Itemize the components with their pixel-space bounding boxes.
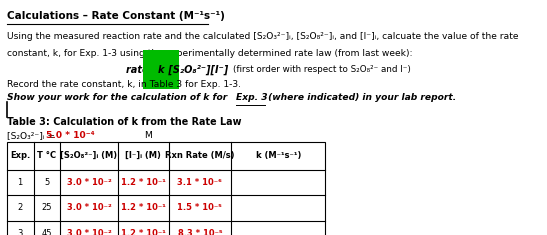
Text: 5.0 * 10⁻⁴: 5.0 * 10⁻⁴ <box>46 131 95 140</box>
Text: 45: 45 <box>42 229 52 235</box>
Text: (where indicated) in your lab report.: (where indicated) in your lab report. <box>265 93 457 102</box>
Text: 3.0 * 10⁻²: 3.0 * 10⁻² <box>67 178 112 187</box>
Text: 2: 2 <box>18 204 23 212</box>
Text: k (M⁻¹s⁻¹): k (M⁻¹s⁻¹) <box>255 151 301 160</box>
Text: [S₂O₈²⁻][I⁻]: [S₂O₈²⁻][I⁻] <box>165 65 228 75</box>
Text: constant, k, for Exp. 1-3 using the experimentally determined rate law (from las: constant, k, for Exp. 1-3 using the expe… <box>7 49 412 58</box>
Text: Show your work for the calculation of k for: Show your work for the calculation of k … <box>7 93 230 102</box>
Text: 1.2 * 10⁻¹: 1.2 * 10⁻¹ <box>121 178 166 187</box>
Text: 1.2 * 10⁻¹: 1.2 * 10⁻¹ <box>121 204 166 212</box>
Text: Calculations – Rate Constant (M⁻¹s⁻¹): Calculations – Rate Constant (M⁻¹s⁻¹) <box>7 11 224 21</box>
Text: 25: 25 <box>42 204 52 212</box>
Text: 3: 3 <box>18 229 23 235</box>
Text: Exp.: Exp. <box>10 151 30 160</box>
Text: Rxn Rate (M/s): Rxn Rate (M/s) <box>165 151 235 160</box>
Text: [I⁻]ᵢ (M): [I⁻]ᵢ (M) <box>125 151 161 160</box>
Text: 5: 5 <box>44 178 49 187</box>
Text: 3.1 * 10⁻⁶: 3.1 * 10⁻⁶ <box>177 178 222 187</box>
Text: 3.0 * 10⁻²: 3.0 * 10⁻² <box>67 229 112 235</box>
Text: M: M <box>144 131 152 140</box>
Text: 3.0 * 10⁻²: 3.0 * 10⁻² <box>67 204 112 212</box>
Text: Exp. 3: Exp. 3 <box>236 93 268 102</box>
Text: 1.2 * 10⁻¹: 1.2 * 10⁻¹ <box>121 229 166 235</box>
Text: Table 3: Calculation of k from the Rate Law: Table 3: Calculation of k from the Rate … <box>7 117 241 127</box>
Text: 1.5 * 10⁻⁵: 1.5 * 10⁻⁵ <box>177 204 222 212</box>
Text: [S₂O₃²⁻]ᵢ =: [S₂O₃²⁻]ᵢ = <box>7 131 57 140</box>
Text: k: k <box>158 65 164 75</box>
Text: 8.3 * 10⁻⁵: 8.3 * 10⁻⁵ <box>178 229 222 235</box>
Text: Using the measured reaction rate and the calculated [S₂O₃²⁻]ᵢ, [S₂O₈²⁻]ᵢ, and [I: Using the measured reaction rate and the… <box>7 32 518 41</box>
Text: Record the rate constant, k, in Table 3 for Exp. 1-3.: Record the rate constant, k, in Table 3 … <box>7 80 241 89</box>
Text: rate =: rate = <box>126 65 164 75</box>
Text: [S₂O₈²⁻]ᵢ (M): [S₂O₈²⁻]ᵢ (M) <box>60 151 118 160</box>
Text: T °C: T °C <box>37 151 56 160</box>
Text: (first order with respect to S₂O₈²⁻ and I⁻): (first order with respect to S₂O₈²⁻ and … <box>222 65 411 74</box>
Bar <box>7 142 325 235</box>
Text: 1: 1 <box>18 178 23 187</box>
